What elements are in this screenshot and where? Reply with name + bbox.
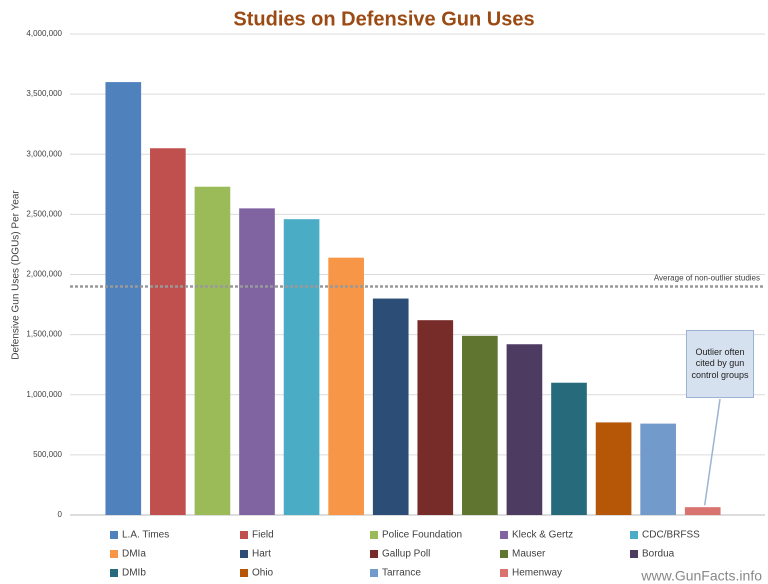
bar (506, 344, 543, 515)
legend-swatch (370, 550, 378, 558)
y-tick-label: 2,000,000 (26, 270, 62, 279)
watermark: www.GunFacts.info (640, 568, 762, 584)
legend-swatch (500, 550, 508, 558)
bar (462, 335, 498, 515)
legend-label: Field (252, 530, 274, 541)
legend-label: DMIa (122, 549, 146, 560)
bar (684, 507, 721, 515)
bar (328, 257, 364, 515)
bar (372, 298, 409, 515)
bar (551, 382, 587, 515)
legend-swatch (500, 569, 508, 577)
callout-pointer (703, 398, 721, 506)
legend-label: Police Foundation (382, 530, 462, 541)
y-tick-label: 2,500,000 (26, 209, 62, 218)
legend-swatch (630, 550, 638, 558)
legend-label: Tarrance (382, 568, 421, 579)
y-tick-label: 1,500,000 (26, 330, 62, 339)
legend-label: L.A. Times (122, 530, 169, 541)
legend-label: Gallup Poll (382, 549, 430, 560)
bar (105, 82, 142, 515)
legend-label: CDC/BRFSS (642, 530, 700, 541)
legend-swatch (240, 550, 248, 558)
legend-swatch (240, 531, 248, 539)
y-tick-label: 3,000,000 (26, 149, 62, 158)
bar (640, 423, 676, 515)
bar (595, 422, 632, 515)
legend-label: DMIb (122, 568, 146, 579)
legend-swatch (370, 569, 378, 577)
legend-label: Ohio (252, 568, 274, 579)
legend-swatch (110, 531, 118, 539)
average-label: Average of non-outlier studies (654, 274, 760, 283)
y-tick-label: 3,500,000 (26, 89, 62, 98)
legend-swatch (370, 531, 378, 539)
bar (283, 219, 320, 515)
bar (150, 148, 186, 516)
y-tick-label: 0 (58, 510, 63, 519)
y-axis-label: Defensive Gun Uses (DGUs) Per Year (11, 190, 22, 360)
chart-title: Studies on Defensive Gun Uses (233, 8, 534, 30)
y-tick-label: 4,000,000 (26, 29, 62, 38)
legend-label: Mauser (512, 549, 546, 560)
legend-swatch (110, 550, 118, 558)
legend-label: Hart (252, 549, 271, 560)
y-tick-label: 1,000,000 (26, 390, 62, 399)
bar (194, 186, 231, 515)
bar (239, 208, 275, 516)
legend-swatch (110, 569, 118, 577)
legend-label: Kleck & Gertz (512, 530, 573, 541)
y-tick-label: 500,000 (33, 450, 62, 459)
callout: Outlier often cited by gun control group… (686, 330, 754, 398)
legend-swatch (630, 531, 638, 539)
legend-swatch (500, 531, 508, 539)
legend-label: Bordua (642, 549, 675, 560)
bar (417, 320, 454, 515)
legend-swatch (240, 569, 248, 577)
legend-label: Hemenway (512, 568, 562, 579)
